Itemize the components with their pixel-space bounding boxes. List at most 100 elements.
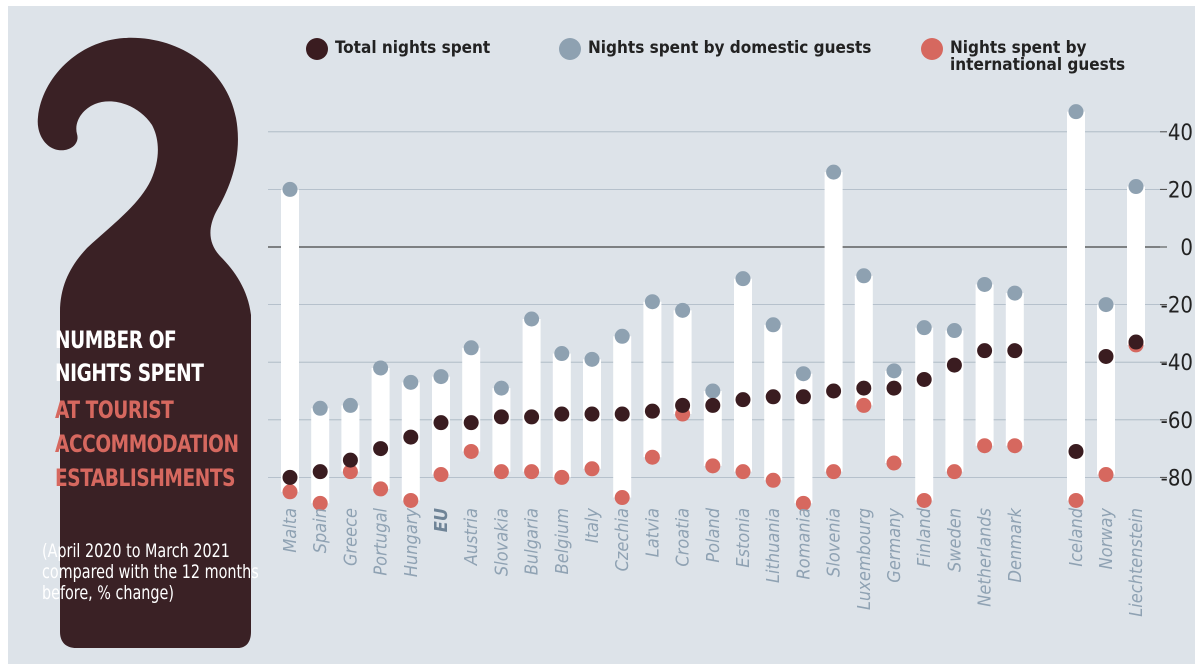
x-tick-label: Lithuania — [763, 508, 784, 583]
x-tick-label: Iceland — [1066, 507, 1087, 566]
range-bar — [492, 388, 511, 472]
total-dot — [675, 397, 691, 413]
legend-item-domestic: Nights spent by domestic guests — [559, 38, 871, 60]
international-dot — [403, 492, 419, 508]
y-tick-label: 20 — [1168, 178, 1193, 203]
international-dot — [554, 469, 570, 485]
international-dot — [735, 464, 751, 480]
international-dot — [886, 455, 902, 471]
x-tick-label: Croatia — [673, 508, 694, 567]
x-tick-label: Liechtenstein — [1126, 508, 1147, 617]
international-dot — [493, 464, 509, 480]
door-hanger-shape — [37, 37, 251, 648]
domestic-dot — [977, 276, 993, 292]
total-dot — [705, 397, 721, 413]
international-dot — [312, 495, 328, 511]
legend-dot-international — [921, 38, 943, 60]
domestic-dot — [373, 360, 389, 376]
x-tick-label: Hungary — [401, 508, 422, 578]
x-tick-label: Bulgaria — [522, 508, 543, 575]
legend-item-total: Total nights spent — [306, 38, 490, 60]
legend-dot-domestic — [559, 38, 581, 60]
international-dot — [977, 438, 993, 454]
range-bar — [522, 319, 541, 472]
domestic-dot — [765, 317, 781, 333]
international-dot — [433, 467, 449, 483]
domestic-dot — [705, 383, 721, 399]
total-dot — [644, 403, 660, 419]
range-bar — [734, 278, 752, 472]
legend-label-domestic: Nights spent by domestic guests — [588, 38, 872, 58]
y-tick-label: -20 — [1161, 294, 1193, 319]
range-bar — [1067, 111, 1085, 501]
y-tick-label: -40 — [1161, 351, 1193, 376]
domestic-dot — [916, 320, 932, 336]
total-dot — [765, 389, 781, 405]
total-dot — [403, 429, 419, 445]
total-dot — [312, 464, 328, 480]
x-tick-label: Denmark — [1005, 507, 1026, 582]
international-dot — [705, 458, 721, 474]
international-dot — [373, 481, 389, 497]
domestic-dot — [342, 397, 358, 413]
x-tick-label: Malta — [280, 508, 301, 553]
total-dot — [282, 469, 298, 485]
x-tick-label: Spain — [310, 508, 331, 553]
international-dot — [765, 472, 781, 488]
international-dot — [614, 490, 630, 506]
x-tick-label: Norway — [1096, 508, 1117, 570]
total-dot — [342, 452, 358, 468]
domestic-dot — [735, 271, 751, 287]
x-tick-label: Portugal — [371, 508, 392, 576]
title-line-4: ACCOMMODATION — [55, 430, 239, 458]
total-dot — [795, 389, 811, 405]
total-dot — [946, 357, 962, 373]
international-dot — [1098, 467, 1114, 483]
x-tick-label: Slovakia — [491, 508, 512, 576]
x-tick-label: Slovenia — [824, 508, 845, 577]
international-dot — [795, 495, 811, 511]
title-line-1: NUMBER OF — [55, 326, 177, 354]
total-dot — [735, 392, 751, 408]
legend-dot-total — [306, 38, 328, 60]
domestic-dot — [1128, 179, 1144, 195]
international-dot — [282, 484, 298, 500]
domestic-dot — [675, 302, 691, 318]
range-bar — [1097, 304, 1115, 475]
range-bar — [1005, 293, 1024, 446]
x-tick-label: Netherlands — [975, 507, 996, 606]
total-dot — [463, 415, 479, 431]
domestic-dot — [524, 311, 540, 327]
domestic-dot — [856, 268, 872, 284]
range-bar — [462, 347, 481, 452]
international-dot — [1007, 438, 1023, 454]
x-tick-label: Luxembourg — [854, 508, 875, 610]
range-bar — [824, 172, 843, 472]
domestic-dot — [1098, 297, 1114, 313]
x-tick-label: Poland — [703, 507, 724, 562]
total-dot — [493, 409, 509, 425]
total-dot — [1128, 334, 1144, 350]
range-bar — [643, 301, 662, 458]
domestic-dot — [644, 294, 660, 310]
international-dot — [916, 492, 932, 508]
domestic-dot — [312, 400, 328, 416]
domestic-dot — [282, 181, 298, 197]
legend-label-international: Nights spent by international guests — [950, 38, 1126, 75]
domestic-dot — [554, 346, 570, 362]
total-dot — [1007, 343, 1023, 359]
international-dot — [463, 443, 479, 459]
total-dot — [584, 406, 600, 422]
x-tick-label: Sweden — [944, 508, 965, 572]
x-tick-label: Romania — [793, 508, 814, 580]
domestic-dot — [826, 164, 842, 180]
y-tick-label: 40 — [1168, 121, 1193, 146]
domestic-dot — [946, 323, 962, 339]
total-dot — [886, 380, 902, 396]
subtitle: (April 2020 to March 2021 compared with … — [42, 540, 259, 604]
range-bar — [854, 275, 873, 406]
range-bar — [281, 189, 299, 492]
domestic-dot — [493, 380, 509, 396]
international-dot — [1068, 492, 1084, 508]
